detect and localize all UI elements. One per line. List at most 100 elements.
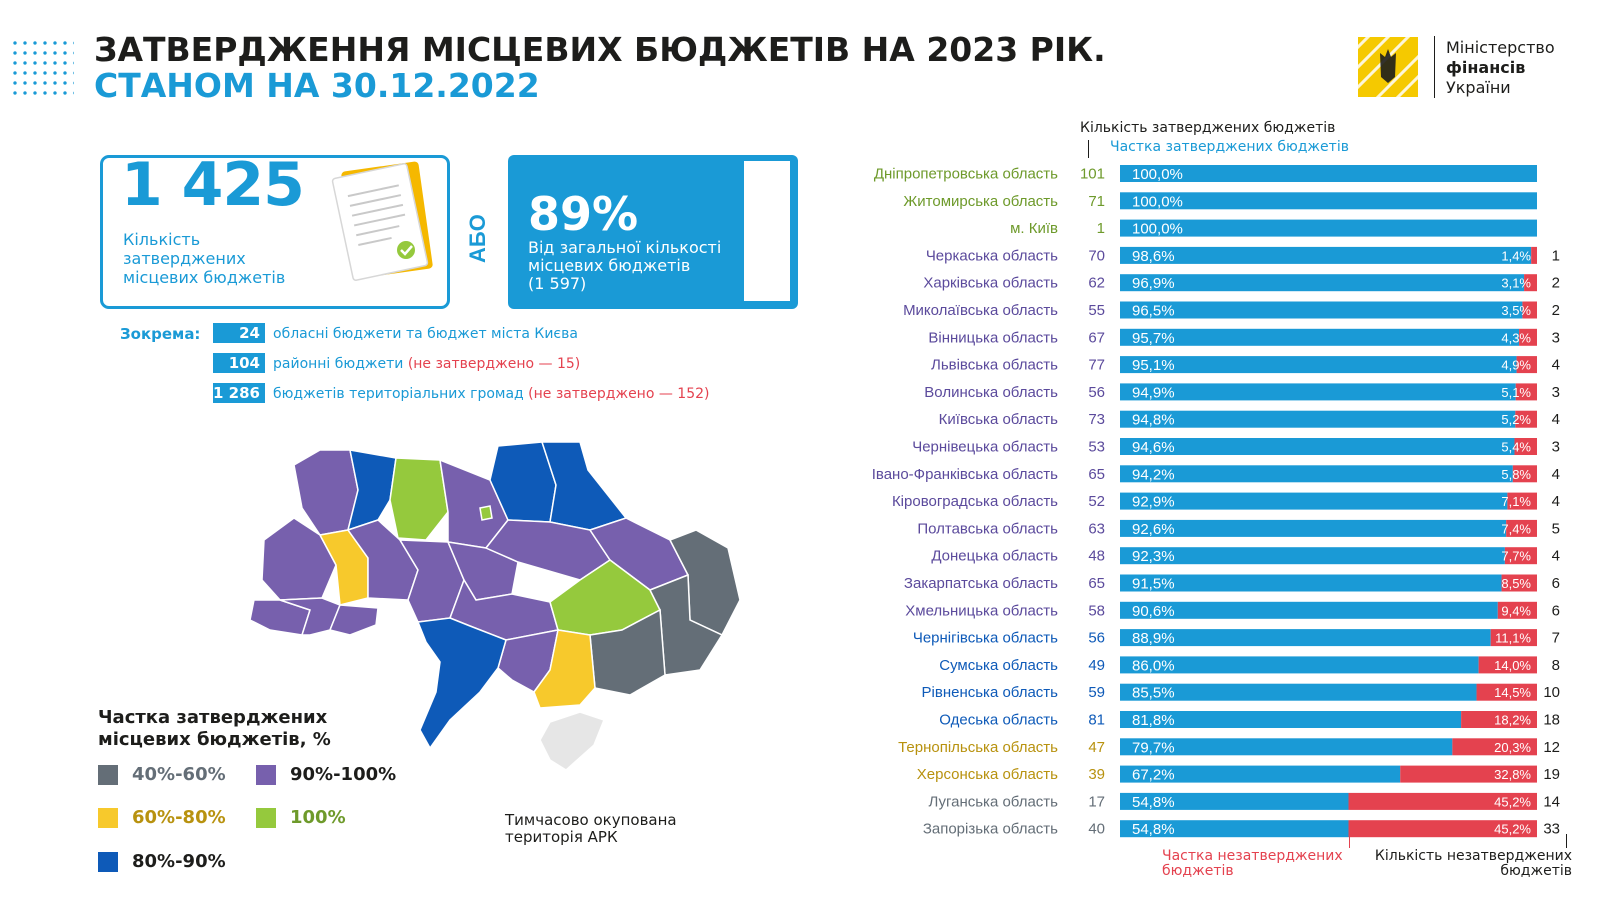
unapproved-count-label: 6 — [1552, 575, 1560, 592]
approved-bar — [1120, 356, 1517, 374]
region-label: м. Київ — [1010, 220, 1058, 237]
unapproved-bar — [1524, 274, 1537, 292]
legend-swatch-100 — [256, 808, 276, 828]
approved-share-label: 54,8% — [1132, 821, 1175, 838]
region-label: Чернігівська область — [913, 630, 1058, 647]
unapproved-count-label: 4 — [1552, 411, 1560, 428]
map-region-volyn — [293, 449, 359, 536]
map-region-crimea — [539, 711, 605, 771]
approved-count-label: 40 — [1088, 821, 1105, 838]
approved-share-label: 92,6% — [1132, 521, 1175, 538]
ministry-logo-emblem — [1358, 37, 1418, 97]
approved-share-label: 94,9% — [1132, 384, 1175, 401]
breakdown-label: Зокрема: — [120, 325, 201, 343]
unapproved-bar — [1516, 356, 1537, 374]
region-label: Львівська область — [931, 357, 1058, 374]
approved-bar — [1120, 629, 1491, 647]
approved-count-label: 73 — [1088, 411, 1105, 428]
regional-budgets-count: 24 — [213, 323, 265, 343]
approved-count-header-tick — [1088, 140, 1089, 158]
region-label: Рівненська область — [922, 684, 1059, 701]
unapproved-share-label: 45,2% — [1494, 794, 1531, 809]
approved-share-label: 81,8% — [1132, 712, 1175, 729]
unapproved-count-label: 8 — [1552, 657, 1560, 674]
unapproved-share-label: 5,4% — [1501, 440, 1531, 455]
unapproved-bar — [1519, 328, 1537, 346]
unapproved-bar — [1461, 711, 1537, 728]
legend-title: Частка затверджених місцевих бюджетів, % — [98, 707, 331, 750]
approved-count-label: 65 — [1088, 466, 1105, 483]
approved-count-label: 59 — [1088, 684, 1105, 701]
unapproved-share-label: 14,5% — [1494, 685, 1531, 700]
approved-bar — [1120, 465, 1513, 483]
approved-count-label: 1 — [1097, 220, 1105, 237]
approved-share-label: 96,5% — [1132, 303, 1175, 320]
approved-bar — [1120, 656, 1479, 674]
regional-budgets-text: обласні бюджети та бюджет міста Києва — [273, 326, 578, 342]
unapproved-count-label: 7 — [1552, 630, 1560, 647]
percent-card-inset — [744, 161, 790, 301]
community-budgets-count: 1 286 — [213, 383, 265, 403]
unapproved-count-label: 2 — [1552, 275, 1560, 292]
unapproved-count-label: 4 — [1552, 466, 1560, 483]
region-label: Донецька область — [931, 548, 1058, 565]
approved-share-label: 85,5% — [1132, 685, 1175, 702]
unapproved-count-label: 19 — [1543, 766, 1560, 783]
unapproved-bar — [1452, 738, 1537, 756]
region-label: Кіровоградська область — [892, 493, 1058, 510]
unapproved-bar — [1515, 410, 1537, 428]
approved-count-label: 101 — [1080, 166, 1105, 183]
total-approved-value: 1 425 — [121, 150, 305, 220]
approved-share-label: 100,0% — [1132, 221, 1183, 238]
region-label: Івано-Франківська область — [872, 466, 1058, 483]
unapproved-bar — [1507, 492, 1537, 510]
approved-bar — [1120, 301, 1523, 319]
approved-share-label: 86,0% — [1132, 657, 1175, 674]
region-label: Хмельницька область — [905, 602, 1058, 619]
district-budgets-text: районні бюджети — [273, 356, 404, 372]
logo-text-2: фінансів — [1446, 58, 1526, 77]
unapproved-count-label: 2 — [1552, 302, 1560, 319]
approved-count-label: 70 — [1088, 247, 1105, 264]
unapproved-share-label: 1,4% — [1501, 248, 1531, 263]
approved-bar — [1120, 383, 1516, 401]
or-label-text: АБО — [465, 214, 490, 263]
unapproved-bar — [1515, 383, 1537, 401]
map-region-kherson — [533, 629, 596, 709]
approved-bar — [1120, 765, 1401, 783]
approved-count-label: 17 — [1088, 793, 1105, 810]
unapproved-share-label: 11,1% — [1495, 631, 1531, 646]
approved-share-label: 95,7% — [1132, 330, 1175, 347]
ukraine-region-map — [250, 441, 741, 771]
region-label: Запорізька область — [923, 821, 1058, 838]
unapproved-bar — [1400, 765, 1537, 783]
unapproved-share-label: 45,2% — [1494, 822, 1531, 837]
unapproved-share-label: 4,9% — [1501, 358, 1531, 373]
approved-share-label: 92,9% — [1132, 494, 1175, 511]
unapproved-count-footer-tick — [1566, 834, 1567, 848]
approved-count-label: 49 — [1088, 657, 1105, 674]
approved-bar — [1120, 519, 1507, 537]
unapproved-share-label: 3,1% — [1501, 276, 1531, 291]
approved-count-label: 55 — [1088, 302, 1105, 319]
region-label: Дніпропетровська область — [874, 166, 1058, 183]
district-budgets-line: районні бюджети (не затверджено — 15) — [273, 356, 580, 372]
unapproved-count-label: 3 — [1552, 439, 1560, 456]
percent-approved-value: 89% — [528, 187, 639, 241]
approved-share-label: 92,3% — [1132, 548, 1175, 565]
unapproved-count-label: 12 — [1543, 739, 1560, 756]
page-title: ЗАТВЕРДЖЕННЯ МІСЦЕВИХ БЮДЖЕТІВ НА 2023 Р… — [94, 30, 1106, 69]
approved-count-label: 77 — [1088, 357, 1105, 374]
unapproved-bar — [1531, 246, 1537, 264]
approved-bar — [1120, 547, 1505, 565]
unapproved-share-label: 18,2% — [1494, 713, 1531, 728]
legend-swatch-80-90 — [98, 852, 118, 872]
approved-count-label: 81 — [1088, 712, 1105, 729]
unapproved-share-label: 9,4% — [1501, 603, 1531, 618]
unapproved-share-label: 7,7% — [1501, 549, 1531, 564]
approved-bar — [1120, 738, 1453, 756]
approved-share-label: 96,9% — [1132, 275, 1175, 292]
unapproved-share-label: 20,3% — [1494, 740, 1531, 755]
region-label: Харківська область — [923, 275, 1058, 292]
